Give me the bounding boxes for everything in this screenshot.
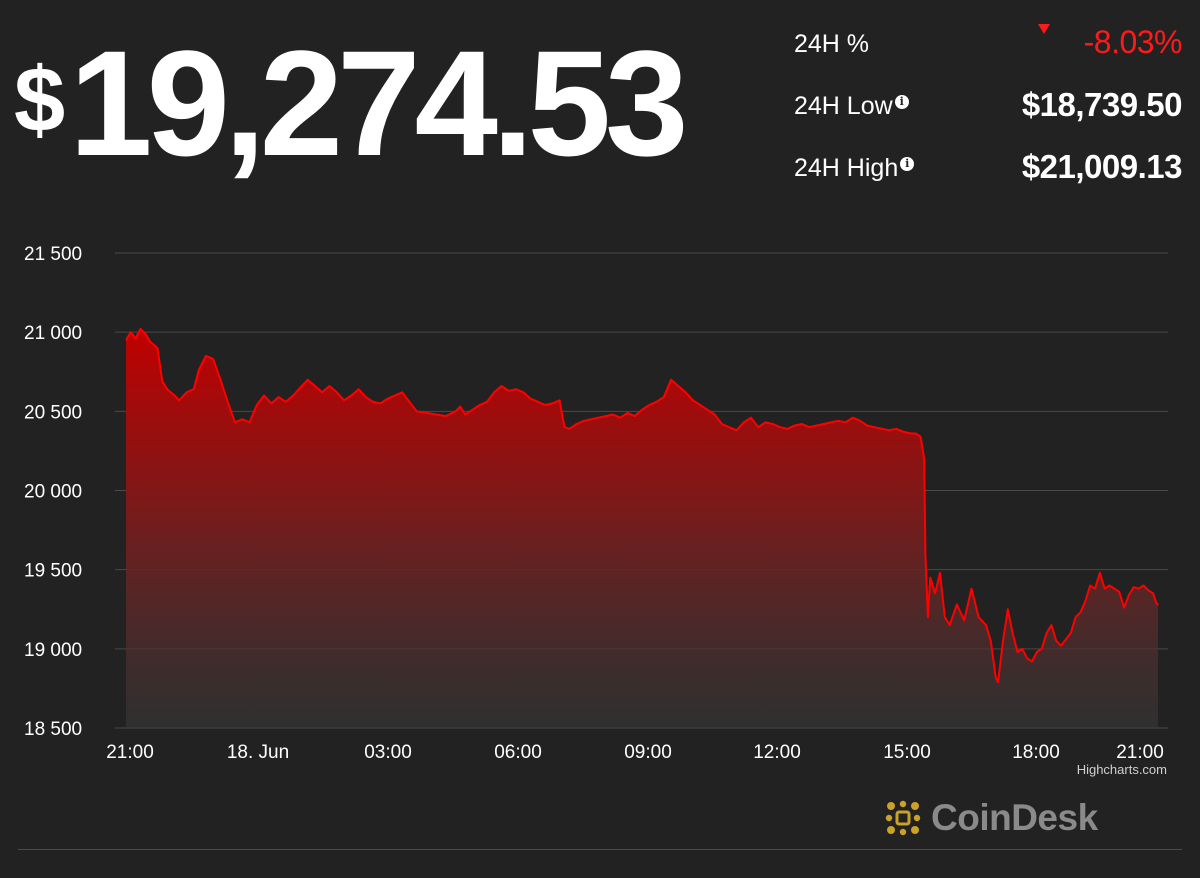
- y-tick-label: 20 000: [24, 482, 82, 503]
- price-area: [126, 329, 1158, 728]
- info-icon[interactable]: i: [894, 95, 909, 109]
- stat-24h-high: 24H High i $21,009.13: [794, 148, 1183, 188]
- y-tick-label: 19 500: [24, 561, 82, 582]
- x-tick-label: 21:00: [106, 742, 154, 763]
- x-tick-label: 18. Jun: [227, 742, 289, 763]
- y-tick-label: 18 500: [24, 719, 82, 740]
- price-chart[interactable]: 18 500 19 000 19 500 20 000 20 500 21 000 21 5…: [0, 210, 1200, 770]
- price-value: 19,274.53: [69, 19, 688, 187]
- info-icon[interactable]: i: [900, 157, 915, 171]
- stat-label: 24H High: [794, 154, 899, 182]
- brand-logo: CoinDesk: [883, 796, 1098, 840]
- y-tick-label: 20 500: [24, 402, 82, 423]
- current-price: $19,274.53: [14, 28, 688, 178]
- coindesk-logo-icon: [883, 798, 923, 838]
- x-tick-label: 12:00: [753, 742, 801, 763]
- stat-value: $18,739.50: [1021, 86, 1183, 123]
- stat-value: $21,009.13: [1021, 148, 1183, 185]
- stat-label: 24H %: [794, 30, 870, 58]
- stat-24h-low: 24H Low i $18,739.50: [794, 86, 1183, 126]
- x-tick-label: 09:00: [624, 742, 672, 763]
- x-tick-label: 21:00: [1116, 742, 1164, 763]
- brand-name: CoinDesk: [931, 797, 1098, 838]
- divider: [18, 849, 1182, 850]
- stat-label: 24H Low: [794, 92, 893, 120]
- y-tick-label: 19 000: [24, 640, 82, 661]
- stat-24h-change: 24H % -8.03%: [794, 24, 1183, 64]
- price-line: [125, 328, 1159, 684]
- stat-value: -8.03%: [1083, 24, 1183, 60]
- y-tick-label: 21 500: [24, 244, 82, 265]
- x-tick-label: 15:00: [883, 742, 931, 763]
- chart-credit[interactable]: Highcharts.com: [1076, 762, 1167, 777]
- x-tick-label: 18:00: [1012, 742, 1060, 763]
- x-tick-label: 06:00: [494, 742, 542, 763]
- y-tick-label: 21 000: [24, 323, 82, 344]
- down-triangle-icon: [1038, 24, 1050, 34]
- currency-symbol: $: [14, 49, 66, 151]
- x-tick-label: 03:00: [364, 742, 412, 763]
